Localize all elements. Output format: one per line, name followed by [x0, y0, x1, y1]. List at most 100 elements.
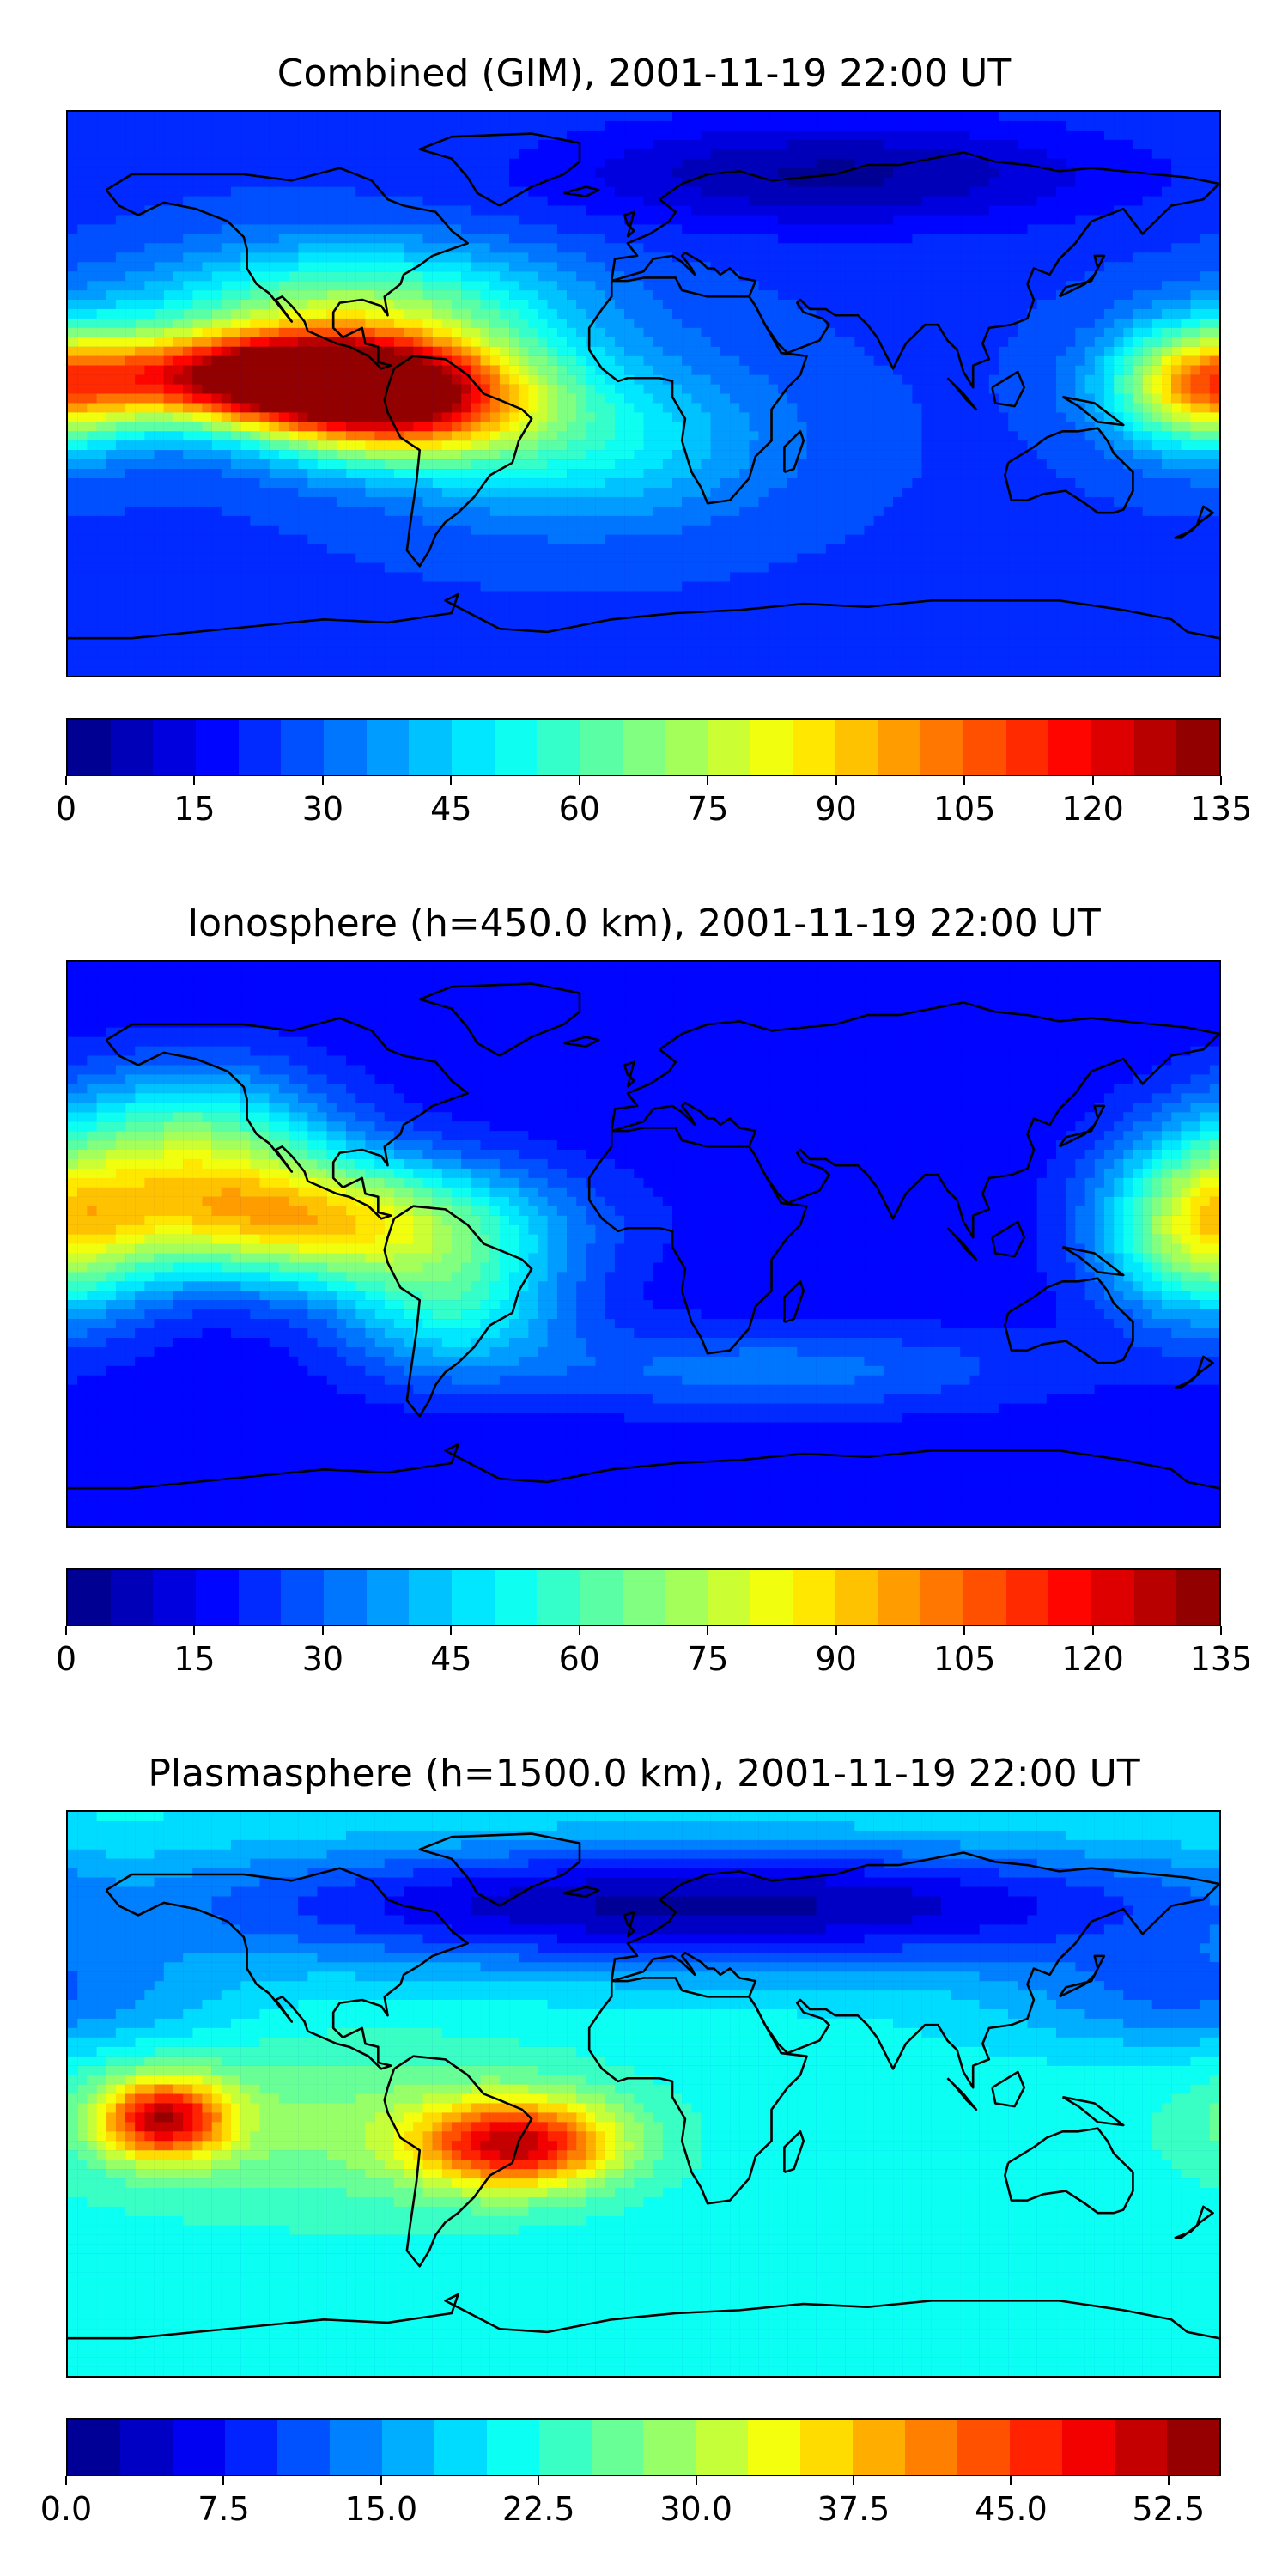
- field-cell: [183, 393, 193, 404]
- field-cell: [749, 450, 759, 460]
- field-cell: [1190, 318, 1200, 329]
- field-cell: [710, 224, 721, 234]
- field-cell: [940, 450, 951, 460]
- field-cell: [144, 327, 155, 337]
- field-cell: [307, 365, 318, 375]
- field-cell: [567, 215, 577, 225]
- field-cell: [662, 149, 673, 159]
- field-cell: [806, 440, 817, 451]
- field-cell: [940, 488, 951, 498]
- field-cell: [768, 196, 779, 206]
- field-cell: [1133, 112, 1143, 122]
- field-cell: [115, 337, 126, 347]
- field-cell: [701, 158, 711, 168]
- field-cell: [672, 337, 683, 347]
- field-cell: [1209, 167, 1219, 178]
- field-cell: [230, 393, 241, 404]
- field-cell: [864, 130, 874, 141]
- field-cell: [835, 422, 846, 432]
- field-cell: [1133, 393, 1143, 404]
- field-cell: [528, 431, 538, 441]
- field-cell: [921, 459, 932, 470]
- field-cell: [1066, 205, 1076, 216]
- field-cell: [326, 243, 337, 253]
- field-cell: [278, 384, 289, 394]
- field-cell: [1036, 412, 1048, 422]
- field-cell: [835, 403, 846, 413]
- field-cell: [634, 186, 644, 197]
- field-cell: [816, 412, 827, 422]
- field-cell: [1046, 271, 1057, 282]
- field-cell: [278, 355, 289, 366]
- field-cell: [1171, 149, 1182, 159]
- field-cell: [1181, 327, 1191, 337]
- field-cell: [384, 234, 395, 244]
- field-cell: [787, 167, 798, 178]
- field-cell: [404, 450, 414, 460]
- field-cell: [1103, 281, 1115, 291]
- field-cell: [1066, 224, 1076, 234]
- field-cell: [595, 422, 605, 432]
- field-cell: [250, 112, 260, 122]
- field-cell: [854, 205, 865, 216]
- field-cell: [317, 374, 327, 385]
- field-cell: [567, 488, 577, 498]
- field-cell: [931, 112, 942, 122]
- field-cell: [346, 393, 356, 404]
- field-cell: [864, 167, 874, 178]
- field-cell: [873, 384, 884, 394]
- field-cell: [393, 196, 404, 206]
- field-cell: [259, 327, 270, 337]
- field-cell: [528, 120, 538, 131]
- field-cell: [556, 422, 568, 432]
- field-cell: [1151, 300, 1163, 310]
- field-cell: [902, 262, 913, 272]
- field-cell: [883, 300, 894, 310]
- field-cell: [336, 215, 347, 225]
- field-cell: [441, 365, 453, 375]
- field-cell: [452, 478, 462, 489]
- field-cell: [931, 374, 942, 385]
- field-cell: [979, 478, 989, 489]
- field-cell: [1066, 318, 1076, 329]
- field-cell: [912, 440, 922, 451]
- field-cell: [211, 224, 222, 234]
- field-cell: [845, 308, 855, 319]
- field-cell: [586, 450, 596, 460]
- field-cell: [87, 412, 97, 422]
- field-cell: [816, 130, 827, 141]
- field-cell: [393, 459, 404, 470]
- field-cell: [183, 120, 193, 131]
- field-cell: [758, 374, 769, 385]
- field-cell: [730, 355, 740, 366]
- field-cell: [749, 177, 759, 187]
- field-cell: [144, 139, 155, 149]
- field-cell: [355, 496, 366, 507]
- field-cell: [988, 440, 999, 451]
- field-cell: [289, 496, 299, 507]
- field-cell: [624, 393, 635, 404]
- field-cell: [221, 290, 232, 301]
- field-cell: [605, 205, 616, 216]
- field-cell: [1200, 422, 1211, 432]
- field-cell: [365, 346, 375, 356]
- field-cell: [672, 234, 683, 244]
- field-cell: [250, 393, 260, 404]
- field-cell: [643, 450, 653, 460]
- field-cell: [931, 252, 942, 263]
- field-cell: [940, 478, 951, 489]
- field-cell: [230, 469, 241, 479]
- field-cell: [221, 149, 232, 159]
- field-cell: [1008, 196, 1018, 206]
- field-cell: [576, 431, 586, 441]
- field-cell: [1056, 440, 1066, 451]
- field-cell: [797, 252, 807, 263]
- field-cell: [1036, 262, 1048, 272]
- field-cell: [998, 346, 1009, 356]
- field-cell: [710, 215, 721, 225]
- field-cell: [768, 290, 779, 301]
- field-cell: [893, 243, 903, 253]
- field-cell: [489, 252, 501, 263]
- field-cell: [509, 196, 519, 206]
- field-cell: [441, 177, 453, 187]
